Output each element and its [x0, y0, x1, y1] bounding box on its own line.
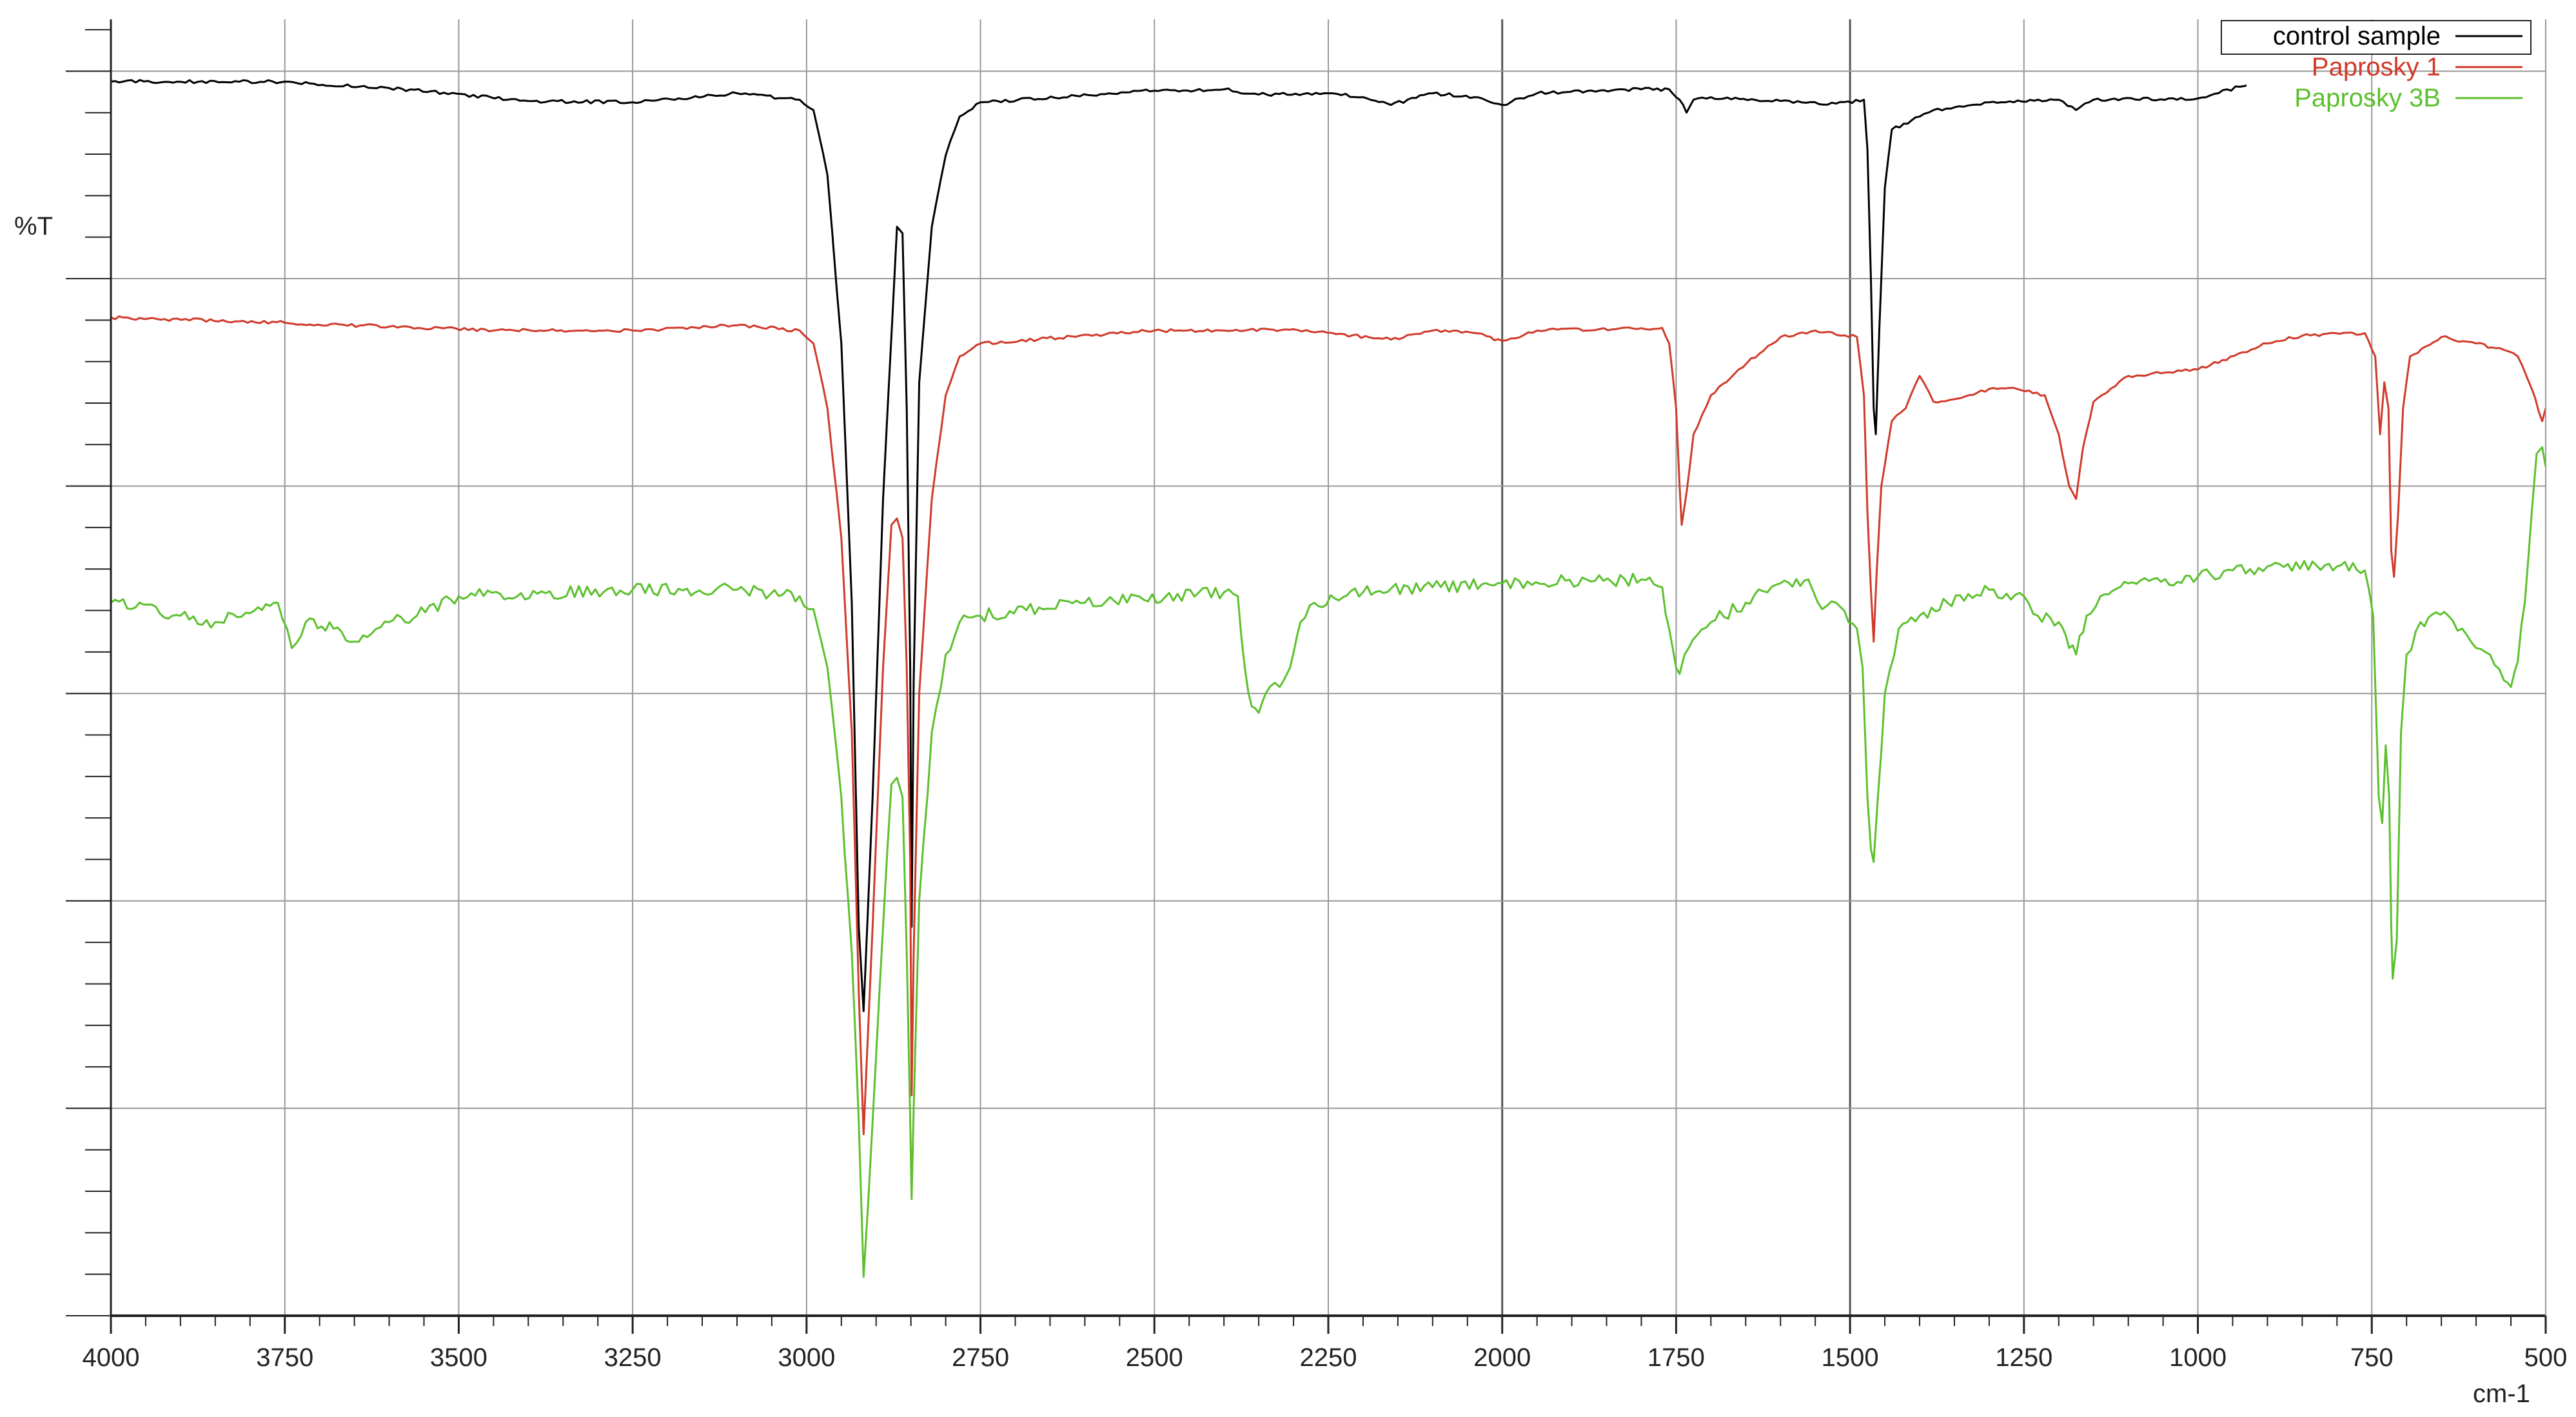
legend-label-2: Paprosky 3B: [2294, 84, 2441, 112]
x-tick-label: 1500: [1822, 1343, 1879, 1372]
x-tick-label: 750: [2350, 1343, 2394, 1372]
series-line-0: [110, 79, 2247, 1013]
x-tick-label: 1250: [1995, 1343, 2052, 1372]
legend-box: [2221, 20, 2532, 55]
minor-ticks: [66, 29, 2547, 1334]
x-tick-label: 3000: [778, 1343, 835, 1372]
x-tick-label: 1000: [2169, 1343, 2227, 1372]
plot-frame: [110, 19, 2546, 1317]
series-lines: [110, 79, 2547, 1278]
x-tick-label: 1750: [1647, 1343, 1705, 1372]
series-line-1: [110, 315, 2547, 1136]
legend-label-0: control sample: [2273, 22, 2441, 50]
legend: control sample Paprosky 1 Paprosky 3B: [2221, 20, 2532, 112]
series-line-2: [110, 446, 2547, 1278]
x-tick-label: 3500: [430, 1343, 487, 1372]
x-tick-label: 2000: [1473, 1343, 1531, 1372]
x-tick-labels: 4000 3750 3500 3250 3000 2750 2500 2250 2000 1750…: [83, 1343, 2568, 1372]
x-tick-label: 3750: [256, 1343, 313, 1372]
x-tick-label: 500: [2524, 1343, 2568, 1372]
y-axis-label: %T: [14, 212, 53, 241]
x-tick-label: 4000: [83, 1343, 140, 1372]
grid: [66, 19, 2546, 1316]
x-tick-label: 2750: [952, 1343, 1009, 1372]
x-axis-label: cm-1: [2473, 1380, 2530, 1408]
legend-label-1: Paprosky 1: [2312, 53, 2441, 81]
x-tick-label: 2250: [1300, 1343, 1357, 1372]
x-tick-label: 3250: [604, 1343, 662, 1372]
x-tick-label: 2500: [1126, 1343, 1183, 1372]
